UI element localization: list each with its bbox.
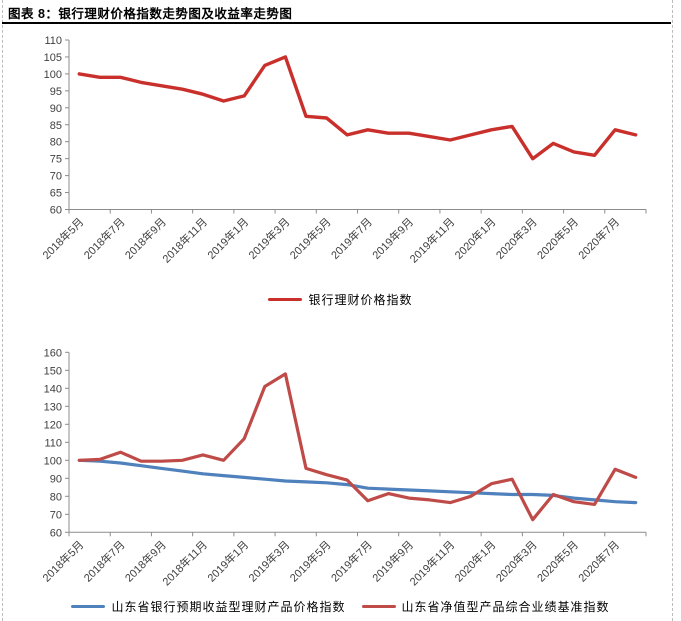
- cell-right-border: [672, 0, 673, 621]
- svg-text:75: 75: [50, 154, 62, 166]
- svg-text:80: 80: [50, 491, 62, 503]
- svg-text:2018年5月: 2018年5月: [39, 215, 86, 262]
- svg-text:140: 140: [44, 383, 62, 395]
- svg-text:2019年11月: 2019年11月: [407, 538, 458, 589]
- svg-text:2019年11月: 2019年11月: [407, 215, 458, 266]
- svg-text:90: 90: [50, 473, 62, 485]
- svg-text:85: 85: [50, 120, 62, 132]
- svg-text:60: 60: [50, 205, 62, 217]
- blue-line-swatch-icon: [71, 604, 106, 609]
- red-line-swatch-icon: [361, 604, 396, 609]
- svg-text:2019年3月: 2019年3月: [245, 215, 292, 262]
- legend-item: 山东省净值型产品综合业绩基准指数: [361, 598, 610, 615]
- svg-text:2019年1月: 2019年1月: [204, 538, 251, 585]
- svg-text:2020年7月: 2020年7月: [575, 215, 622, 262]
- svg-text:160: 160: [44, 347, 62, 359]
- svg-text:70: 70: [50, 509, 62, 521]
- svg-text:2020年3月: 2020年3月: [493, 538, 540, 585]
- svg-text:2020年5月: 2020年5月: [534, 215, 581, 262]
- bottom-chart: 607080901001101201301401501602018年5月2018…: [39, 347, 647, 589]
- title-underline: [2, 22, 671, 24]
- svg-text:2020年3月: 2020年3月: [493, 215, 540, 262]
- figure-title: 图表 8：银行理财价格指数走势图及收益率走势图: [8, 7, 293, 21]
- legend-item: 银行理财价格指数: [268, 291, 412, 308]
- svg-text:2018年5月: 2018年5月: [39, 538, 86, 585]
- svg-text:2019年1月: 2019年1月: [204, 215, 251, 262]
- svg-text:90: 90: [50, 103, 62, 115]
- svg-text:105: 105: [44, 52, 62, 64]
- legend-label: 山东省净值型产品综合业绩基准指数: [401, 600, 610, 614]
- svg-text:100: 100: [44, 455, 62, 467]
- bottom-chart-legend: 山东省银行预期收益型理财产品价格指数 山东省净值型产品综合业绩基准指数: [0, 598, 681, 615]
- svg-text:110: 110: [44, 437, 62, 449]
- svg-text:70: 70: [50, 171, 62, 183]
- legend-item: 山东省银行预期收益型理财产品价格指数: [71, 598, 345, 615]
- svg-text:2018年7月: 2018年7月: [81, 538, 128, 585]
- svg-text:2020年1月: 2020年1月: [451, 538, 498, 585]
- svg-text:100: 100: [44, 69, 62, 81]
- svg-text:120: 120: [44, 419, 62, 431]
- svg-text:2018年11月: 2018年11月: [159, 538, 210, 589]
- svg-text:2020年7月: 2020年7月: [575, 538, 622, 585]
- top-chart-legend: 银行理财价格指数: [0, 291, 681, 308]
- svg-text:2018年11月: 2018年11月: [159, 215, 210, 266]
- cell-left-border: [2, 0, 3, 621]
- legend-label: 银行理财价格指数: [308, 293, 413, 307]
- svg-text:130: 130: [44, 401, 62, 413]
- svg-text:2019年3月: 2019年3月: [245, 538, 292, 585]
- legend-row: 山东省银行预期收益型理财产品价格指数 山东省净值型产品综合业绩基准指数: [71, 598, 609, 615]
- svg-text:60: 60: [50, 527, 62, 539]
- svg-text:2019年7月: 2019年7月: [328, 538, 375, 585]
- legend-label: 山东省银行预期收益型理财产品价格指数: [111, 600, 346, 614]
- red-line-swatch-icon: [268, 297, 303, 302]
- svg-text:110: 110: [44, 35, 62, 47]
- svg-text:65: 65: [50, 188, 62, 200]
- svg-text:2019年5月: 2019年5月: [287, 538, 334, 585]
- svg-text:95: 95: [50, 86, 62, 98]
- svg-text:150: 150: [44, 365, 62, 377]
- svg-text:2020年5月: 2020年5月: [534, 538, 581, 585]
- svg-text:80: 80: [50, 137, 62, 149]
- svg-text:2019年7月: 2019年7月: [328, 215, 375, 262]
- svg-text:2019年5月: 2019年5月: [287, 215, 334, 262]
- svg-text:2018年7月: 2018年7月: [81, 215, 128, 262]
- svg-text:2020年1月: 2020年1月: [451, 215, 498, 262]
